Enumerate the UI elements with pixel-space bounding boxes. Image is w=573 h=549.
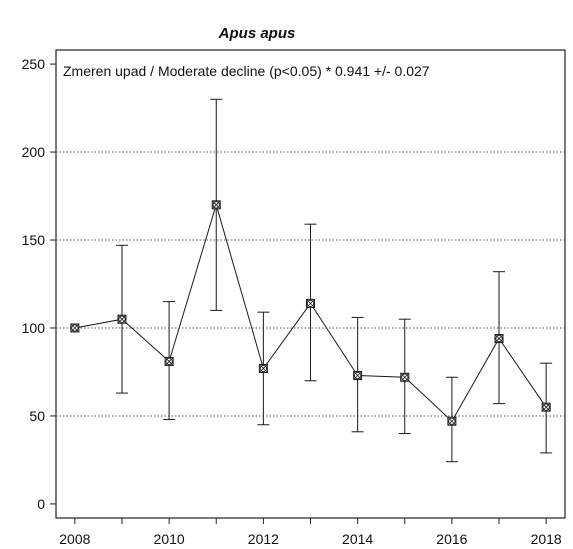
data-point-2014	[353, 370, 363, 380]
data-point-cross-b	[117, 314, 127, 324]
data-points	[70, 200, 551, 426]
data-point-2017	[494, 334, 504, 344]
data-point-2013	[306, 298, 315, 308]
data-point-cross-b	[211, 200, 221, 210]
data-point-circle	[259, 364, 268, 373]
data-point-circle	[495, 334, 503, 343]
data-point-2012	[258, 363, 268, 373]
data-point-2010	[164, 356, 174, 366]
data-point-cross-b	[447, 416, 457, 426]
data-point-circle	[71, 324, 79, 332]
x-tick-label-2008: 2008	[59, 531, 90, 547]
y-tick-label-0: 0	[37, 496, 45, 512]
x-tick-label-2010: 2010	[154, 531, 185, 547]
data-point-cross-b	[541, 402, 551, 412]
error-bars	[115, 98, 553, 463]
data-point-circle	[212, 201, 220, 209]
data-point-circle	[306, 299, 315, 308]
data-point-2009	[117, 314, 127, 324]
chart-title: Apus apus	[218, 25, 296, 42]
y-tick-label-150: 150	[22, 232, 46, 248]
data-point-cross-b	[400, 372, 410, 382]
data-point-2011	[211, 200, 221, 210]
data-point-2008	[70, 323, 80, 333]
data-point-cross-b	[259, 364, 268, 373]
y-axis: 0 50 100 150 200 250	[22, 56, 56, 512]
y-tick-label-100: 100	[22, 320, 46, 336]
trend-annotation: Zmeren upad / Moderate decline (p<0.05) …	[63, 63, 430, 79]
x-tick-label-2014: 2014	[342, 531, 373, 547]
data-point-cross-b	[353, 371, 362, 380]
data-point-2018	[541, 402, 551, 412]
data-point-circle	[401, 373, 409, 381]
data-point-cross-b	[306, 299, 315, 308]
gridlines	[56, 151, 565, 417]
y-tick-label-200: 200	[22, 144, 46, 160]
y-tick-label-50: 50	[29, 408, 45, 424]
y-tick-label-250: 250	[22, 56, 46, 72]
x-axis: 2008 2010 2012 2014 2016 2018	[59, 518, 562, 547]
data-point-2015	[400, 372, 410, 382]
data-point-cross-b	[164, 357, 174, 366]
data-point-circle	[353, 371, 362, 380]
x-tick-label-2018: 2018	[531, 531, 562, 547]
data-point-circle	[542, 403, 550, 411]
x-tick-label-2012: 2012	[248, 531, 279, 547]
data-point-circle	[448, 417, 456, 425]
data-point-cross-b	[494, 334, 504, 343]
x-tick-label-2016: 2016	[436, 531, 467, 547]
data-point-cross-b	[70, 323, 80, 333]
data-point-circle	[118, 315, 126, 323]
data-point-2016	[447, 416, 457, 426]
data-point-circle	[165, 357, 173, 366]
